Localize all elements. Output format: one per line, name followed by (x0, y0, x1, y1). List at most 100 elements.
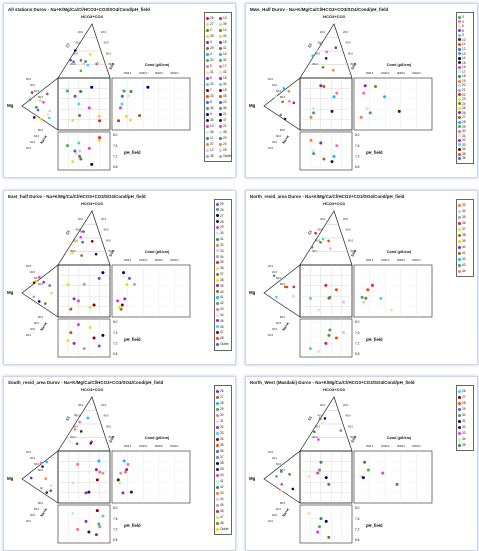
legend-item: 35 (458, 442, 466, 448)
legend-label: 36 (220, 449, 224, 453)
legend-item: 15 (219, 39, 227, 45)
legend-marker (458, 88, 461, 92)
square-point (307, 474, 311, 478)
cond-axis-title: Cond (µS/cm) (145, 63, 170, 67)
legend-label: 46 (220, 509, 224, 513)
legend-marker (458, 221, 461, 225)
ph-point (87, 146, 91, 150)
nak-axis-label: Na+K (40, 321, 49, 331)
cation-triangle (263, 450, 301, 504)
cation-tick-label: 20.0 (268, 519, 274, 523)
anion-point (79, 59, 83, 62)
cation-point (49, 484, 53, 487)
legend-marker (206, 52, 209, 56)
legend-item: 37 (206, 141, 214, 147)
legend-item: 18 (458, 74, 466, 79)
legend-marker (219, 154, 222, 158)
legend-label: 34 (220, 437, 224, 441)
legend-item: 46 (216, 325, 224, 331)
anion-point (86, 416, 90, 420)
cond-tick-label: 15000.0 (155, 260, 164, 262)
legend-marker (206, 46, 209, 50)
legend: 26 27 28 29 30 31 32 33 34 35 (456, 385, 474, 451)
nak-axis-label: Na+K (40, 134, 49, 144)
legend-marker (216, 515, 219, 519)
cond-point (127, 276, 131, 280)
mg-apex-label: Mg (7, 476, 14, 481)
cond-tick-label: 15000.0 (155, 73, 164, 75)
cond-point (389, 308, 393, 312)
legend-label: 13 (223, 16, 227, 20)
cation-point (35, 105, 38, 109)
square-point (335, 91, 339, 95)
legend-marker (458, 106, 461, 110)
legend-item: 26 (206, 15, 214, 21)
legend-label: 28 (462, 119, 466, 124)
legend-item: 40 (216, 290, 224, 296)
legend-marker (216, 231, 219, 235)
legend-label: 13 (462, 51, 466, 56)
square-point (77, 102, 81, 106)
cation-point (45, 92, 49, 96)
legend-label: 44 (223, 82, 227, 86)
square-point (324, 283, 328, 287)
anion-point (69, 58, 72, 62)
cond-tick-label: 5000.0 (366, 260, 374, 262)
cond-axis-title: Cond (µS/cm) (387, 63, 412, 67)
legend-marker (216, 389, 219, 393)
ph-tick-label: 6.8 (113, 352, 118, 356)
ph-axis-title: pH_field (366, 337, 383, 342)
cond-tick-label: 15000.0 (397, 73, 406, 75)
legend-item: 5 (206, 63, 212, 69)
anion-point (310, 245, 314, 249)
legend-label: 33 (462, 142, 466, 147)
ph-point (84, 519, 88, 523)
legend-marker (219, 118, 222, 122)
legend-marker (458, 431, 461, 435)
legend-marker (219, 58, 222, 62)
legend-item: 7 (206, 87, 212, 93)
ph-tick-label: 6.8 (113, 165, 118, 169)
ph-point (78, 149, 82, 153)
legend-label: 44 (462, 269, 466, 273)
cl-axis-label: Cl (307, 415, 313, 421)
ph-point (79, 157, 83, 161)
square-point (341, 300, 345, 304)
legend-label: 25 (220, 202, 224, 206)
cl-axis-label: Cl (65, 415, 71, 421)
legend-item: 19 (219, 87, 227, 93)
anion-point (79, 230, 83, 233)
legend-item: 45 (216, 502, 224, 508)
legend-marker (219, 40, 222, 44)
legend-item: 38 (458, 232, 466, 238)
ph-tick-label: 8.0 (355, 506, 360, 510)
legend-item: 36 (458, 220, 466, 226)
square-point (76, 462, 80, 466)
legend-marker (458, 24, 461, 28)
square-point (332, 95, 336, 99)
cond-point (370, 283, 374, 287)
legend-item: 35 (458, 214, 466, 220)
cond-point (125, 283, 129, 287)
legend-item: 47 (216, 514, 224, 520)
legend-item: 40 (458, 244, 466, 250)
anion-tick-label: 80.0 (313, 435, 319, 439)
anion-point (68, 440, 72, 443)
cond-point (366, 468, 370, 472)
legend-item: 43 (458, 262, 466, 268)
cation-triangle (263, 264, 301, 318)
legend-item: 34 (216, 436, 224, 442)
cond-point (128, 118, 132, 122)
anion-point (321, 66, 325, 69)
legend-item: 44 (458, 268, 466, 274)
mg-apex-label: Mg (249, 476, 256, 481)
anion-tick-label: 20.0 (320, 30, 326, 34)
cation-tick-label: 40.0 (272, 83, 278, 87)
ph-point (316, 530, 320, 534)
mg-apex-label: Mg (7, 290, 14, 295)
legend-label: 15 (462, 60, 466, 65)
square-point (71, 118, 75, 122)
legend-item: 4 (206, 51, 212, 57)
cation-tick-label: 80.0 (280, 501, 286, 505)
legend-label: 20 (223, 100, 227, 104)
